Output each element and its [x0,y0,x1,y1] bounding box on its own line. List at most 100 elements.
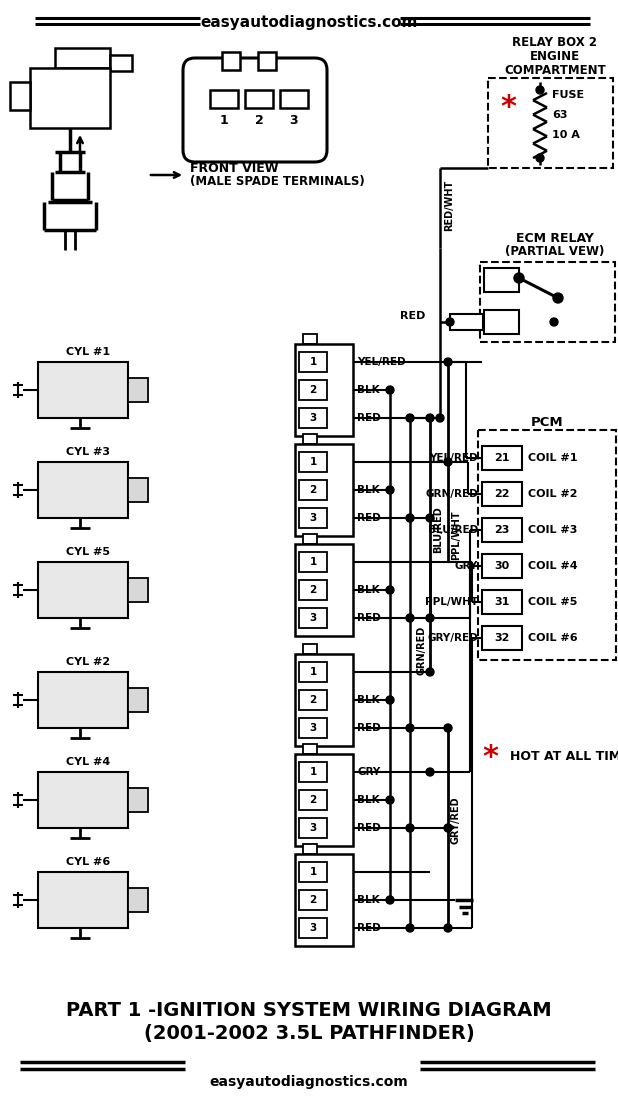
Text: ECM RELAY: ECM RELAY [516,231,594,244]
FancyBboxPatch shape [128,378,148,402]
Text: PART 1 -IGNITION SYSTEM WIRING DIAGRAM: PART 1 -IGNITION SYSTEM WIRING DIAGRAM [66,1001,552,1020]
FancyBboxPatch shape [222,52,240,70]
FancyBboxPatch shape [38,362,128,418]
Text: GRY: GRY [455,561,478,571]
FancyBboxPatch shape [299,690,327,710]
FancyBboxPatch shape [482,554,522,578]
FancyBboxPatch shape [488,78,613,168]
Circle shape [386,896,394,904]
Text: FRONT VIEW: FRONT VIEW [190,162,279,175]
FancyBboxPatch shape [38,462,128,518]
FancyBboxPatch shape [299,480,327,501]
Text: RED/WHT: RED/WHT [444,179,454,231]
FancyBboxPatch shape [210,90,238,108]
Circle shape [386,486,394,494]
Text: 3: 3 [290,113,298,127]
Circle shape [426,414,434,422]
FancyBboxPatch shape [295,854,353,946]
Text: GRY/RED: GRY/RED [451,796,461,844]
FancyBboxPatch shape [128,478,148,502]
FancyBboxPatch shape [55,48,110,68]
Text: COIL #6: COIL #6 [528,632,578,644]
Text: CYL #1: CYL #1 [66,346,110,358]
Text: RED: RED [357,923,381,933]
Text: CYL #6: CYL #6 [66,857,110,867]
FancyBboxPatch shape [38,772,128,828]
Text: YEL/RED: YEL/RED [430,453,478,463]
FancyBboxPatch shape [299,890,327,910]
Text: 1: 1 [310,867,316,877]
Circle shape [406,414,414,422]
Text: COMPARTMENT: COMPARTMENT [504,64,606,77]
Text: 23: 23 [494,525,510,535]
Text: BLU/RED: BLU/RED [433,507,443,553]
Text: CYL #2: CYL #2 [66,657,110,667]
Text: COIL #2: COIL #2 [528,490,577,499]
FancyBboxPatch shape [303,334,317,344]
Text: *: * [500,94,516,122]
Text: FUSE: FUSE [552,90,584,100]
FancyBboxPatch shape [299,408,327,428]
FancyBboxPatch shape [299,862,327,882]
Text: COIL #1: COIL #1 [528,453,577,463]
Text: CYL #4: CYL #4 [66,757,110,767]
Circle shape [406,514,414,522]
Text: COIL #3: COIL #3 [528,525,577,535]
Circle shape [536,154,544,162]
Circle shape [444,458,452,466]
Text: 1: 1 [310,557,316,566]
FancyBboxPatch shape [482,590,522,614]
Text: (PARTIAL VEW): (PARTIAL VEW) [506,245,604,258]
Text: YEL/RED: YEL/RED [357,358,405,367]
Circle shape [406,924,414,932]
Text: CYL #3: CYL #3 [66,447,110,456]
FancyBboxPatch shape [299,790,327,810]
Text: RED: RED [357,723,381,733]
FancyBboxPatch shape [258,52,276,70]
Text: PPL/WHT: PPL/WHT [425,597,478,607]
FancyBboxPatch shape [299,608,327,628]
FancyBboxPatch shape [38,872,128,928]
Text: 2: 2 [310,895,316,905]
Text: 10 A: 10 A [552,130,580,140]
FancyBboxPatch shape [128,888,148,912]
Circle shape [444,824,452,832]
Text: 3: 3 [310,513,316,522]
Circle shape [426,768,434,776]
Text: 2: 2 [310,385,316,395]
Text: 1: 1 [310,767,316,777]
FancyBboxPatch shape [482,482,522,506]
Text: RELAY BOX 2: RELAY BOX 2 [512,35,598,48]
Text: GRN/RED: GRN/RED [417,626,427,674]
Text: 2: 2 [310,485,316,495]
Text: 32: 32 [494,632,510,644]
Text: 2: 2 [310,795,316,805]
Circle shape [553,293,563,303]
Text: ENGINE: ENGINE [530,50,580,63]
Text: 1: 1 [219,113,229,127]
Text: RED: RED [357,412,381,424]
FancyBboxPatch shape [299,918,327,938]
Text: 2: 2 [255,113,263,127]
Text: PCM: PCM [531,416,564,429]
Text: 1: 1 [310,667,316,676]
FancyBboxPatch shape [38,672,128,728]
FancyBboxPatch shape [128,788,148,812]
FancyBboxPatch shape [478,430,616,660]
Circle shape [436,414,444,422]
FancyBboxPatch shape [245,90,273,108]
Text: *: * [482,742,498,771]
FancyBboxPatch shape [299,762,327,782]
FancyBboxPatch shape [38,562,128,618]
FancyBboxPatch shape [30,68,110,128]
FancyBboxPatch shape [299,552,327,572]
FancyBboxPatch shape [482,518,522,542]
FancyBboxPatch shape [128,688,148,712]
Circle shape [444,358,452,366]
FancyBboxPatch shape [128,578,148,602]
Text: 22: 22 [494,490,510,499]
FancyBboxPatch shape [299,818,327,838]
Circle shape [444,924,452,932]
FancyBboxPatch shape [480,262,615,342]
FancyBboxPatch shape [183,58,327,162]
